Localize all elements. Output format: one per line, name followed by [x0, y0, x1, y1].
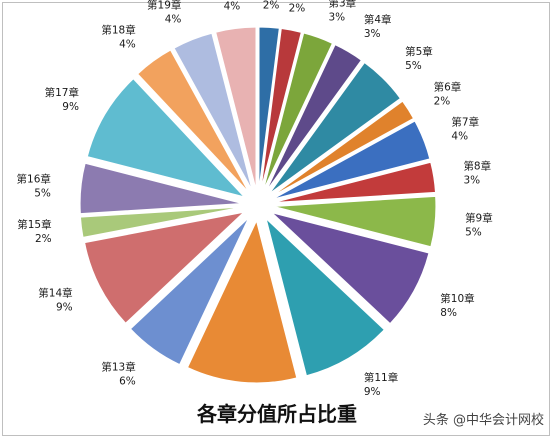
slice-label: 第13章 [101, 360, 135, 373]
slice-label: 第9章 [465, 212, 493, 225]
pie-slice [260, 28, 302, 190]
slice-percent-label: 9% [62, 101, 79, 113]
slice-percent-label: 5% [405, 60, 422, 72]
pie-slice [262, 32, 334, 191]
slice-label: 第5章 [405, 45, 433, 58]
slice-label: 第12章 [221, 399, 255, 400]
slice-percent-label: 4% [451, 130, 468, 142]
pie-slice [186, 219, 298, 384]
slice-percent-label: 2% [434, 96, 451, 108]
slice-percent-label: 6% [119, 375, 136, 387]
slice-percent-label: 3% [463, 174, 480, 186]
slice-percent-label: 5% [465, 227, 482, 239]
pie-slice [271, 100, 415, 197]
slice-label: 第2章 [283, 0, 311, 1]
slice-percent-label: 2% [263, 0, 280, 11]
slice-label: 第7章 [451, 115, 479, 128]
slice-percent-label: 2% [35, 233, 52, 245]
slice-label: 第17章 [45, 86, 79, 99]
pie-slice [258, 26, 280, 190]
slice-percent-label: 8% [440, 307, 457, 319]
pie-slice [84, 211, 246, 324]
pie-slice [265, 43, 363, 192]
chart-title: 各章分值所占比重 [197, 402, 357, 426]
slice-label: 第14章 [38, 286, 72, 299]
pie-slice [79, 206, 243, 238]
slice-label: 第19章 [147, 0, 181, 12]
pie-slice [265, 217, 385, 377]
slice-label: 第18章 [101, 24, 135, 37]
pie-slice [273, 195, 437, 248]
pie-chart: 第1章2%第2章2%第3章3%第4章3%第5章5%第6章2%第7章4%第8章3%… [17, 0, 493, 400]
slice-percent-label: 9% [364, 386, 381, 398]
pie-slice [129, 217, 250, 366]
pie-slice [272, 120, 431, 200]
slice-label: 第15章 [17, 218, 51, 231]
pie-slice [215, 26, 257, 190]
slice-percent-label: 3% [364, 28, 381, 40]
slice-label: 第10章 [440, 292, 474, 305]
slice-label: 第16章 [17, 172, 51, 185]
pie-slice [173, 32, 253, 191]
pie-slice [268, 61, 402, 195]
slice-percent-label: 5% [34, 187, 51, 199]
slice-label: 第11章 [364, 371, 398, 384]
slice-percent-label: 9% [56, 301, 73, 313]
slice-percent-label: 4% [165, 14, 182, 26]
pie-slice [271, 212, 430, 325]
pie-slice [273, 161, 437, 203]
watermark-text: 头条 @中华会计网校 [422, 413, 544, 428]
slice-percent-label: 4% [119, 39, 136, 51]
slice-percent-label: 2% [289, 3, 306, 15]
pie-slice [86, 78, 246, 198]
slice-label: 第4章 [364, 13, 392, 26]
slice-percent-label: 4% [224, 1, 241, 13]
pie-slice [79, 162, 243, 215]
slice-percent-label: 3% [328, 11, 345, 23]
slice-label: 第8章 [463, 159, 491, 172]
slice-label: 第6章 [434, 81, 462, 94]
slice-label: 第3章 [328, 0, 356, 9]
pie-slice [136, 49, 250, 193]
